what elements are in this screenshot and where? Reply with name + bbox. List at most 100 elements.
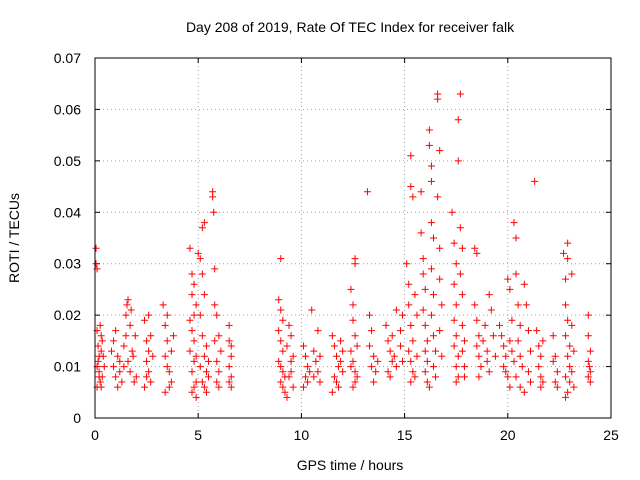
data-point — [163, 311, 171, 319]
data-point — [562, 301, 570, 309]
y-axis-label: ROTI / TECUs — [6, 193, 22, 283]
data-point — [198, 270, 206, 278]
data-point — [407, 152, 415, 160]
data-point — [198, 378, 206, 386]
data-point — [421, 321, 429, 329]
data-point — [454, 352, 462, 360]
data-point — [283, 342, 291, 350]
data-point — [392, 306, 400, 314]
data-point — [120, 342, 128, 350]
data-point — [128, 347, 136, 355]
data-point — [114, 352, 122, 360]
data-point — [279, 368, 287, 376]
data-point — [475, 352, 483, 360]
data-point — [520, 388, 528, 396]
data-point — [570, 383, 578, 391]
x-tick-label: 5 — [194, 427, 202, 443]
data-point — [527, 347, 535, 355]
data-point — [196, 255, 204, 263]
data-point — [512, 373, 520, 381]
data-point — [95, 368, 103, 376]
data-point — [419, 306, 427, 314]
data-point — [167, 378, 175, 386]
data-point — [411, 373, 419, 381]
data-point — [396, 327, 404, 335]
data-point — [351, 378, 359, 386]
data-point — [353, 373, 361, 381]
data-point — [316, 378, 324, 386]
data-point — [122, 332, 130, 340]
data-point — [537, 352, 545, 360]
data-point — [308, 306, 316, 314]
data-point — [92, 260, 100, 268]
data-point — [116, 368, 124, 376]
data-point — [562, 275, 570, 283]
data-point — [506, 337, 514, 345]
y-tick-label: 0 — [73, 410, 81, 426]
data-point — [450, 280, 458, 288]
data-point — [471, 244, 479, 252]
data-point — [390, 352, 398, 360]
data-point — [205, 373, 213, 381]
data-point — [405, 301, 413, 309]
data-point — [211, 301, 219, 309]
data-point — [192, 378, 200, 386]
data-point — [205, 357, 213, 365]
data-point — [94, 357, 102, 365]
plot-frame — [94, 57, 612, 419]
data-point — [429, 363, 437, 371]
data-point — [198, 332, 206, 340]
data-point — [349, 301, 357, 309]
data-point — [130, 378, 138, 386]
data-point — [516, 321, 524, 329]
data-point — [372, 368, 380, 376]
data-point — [425, 141, 433, 149]
data-point — [159, 301, 167, 309]
data-point — [161, 321, 169, 329]
data-point — [349, 383, 357, 391]
data-point — [116, 357, 124, 365]
data-point — [141, 383, 149, 391]
data-point — [215, 368, 223, 376]
data-point — [289, 383, 297, 391]
data-point — [450, 239, 458, 247]
data-point — [568, 270, 576, 278]
data-point — [330, 342, 338, 350]
data-point — [386, 373, 394, 381]
data-point — [413, 311, 421, 319]
x-tick-label: 15 — [397, 427, 413, 443]
data-point — [287, 368, 295, 376]
data-point — [452, 363, 460, 371]
data-point — [366, 311, 374, 319]
data-point — [161, 352, 169, 360]
data-point — [143, 337, 151, 345]
data-point — [347, 285, 355, 293]
data-point — [458, 347, 466, 355]
data-point — [392, 363, 400, 371]
data-point — [475, 373, 483, 381]
x-axis-label: GPS time / hours — [297, 457, 404, 473]
data-point — [388, 332, 396, 340]
data-point — [145, 347, 153, 355]
data-point — [452, 301, 460, 309]
data-point — [524, 368, 532, 376]
data-point — [427, 177, 435, 185]
data-point — [429, 234, 437, 242]
y-tick-label: 0.06 — [54, 101, 81, 117]
data-point — [584, 357, 592, 365]
data-point — [285, 321, 293, 329]
data-point — [560, 249, 568, 257]
data-point — [448, 208, 456, 216]
data-point — [386, 347, 394, 355]
data-point — [496, 321, 504, 329]
data-point — [566, 363, 574, 371]
data-point — [353, 342, 361, 350]
data-point — [112, 373, 120, 381]
data-point — [512, 270, 520, 278]
data-point — [438, 352, 446, 360]
data-point — [190, 280, 198, 288]
data-point — [316, 352, 324, 360]
data-point — [190, 311, 198, 319]
data-point — [425, 126, 433, 134]
data-point — [477, 363, 485, 371]
